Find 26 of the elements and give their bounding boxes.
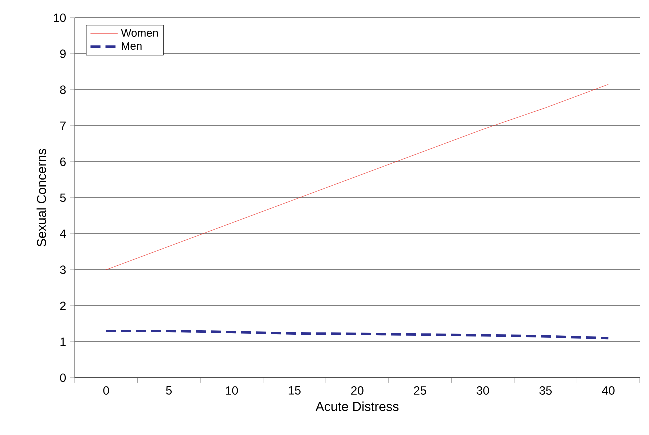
y-tick-label: 0 [60, 374, 66, 382]
x-tick-label: 5 [166, 386, 172, 395]
x-tick-label: 0 [104, 386, 110, 395]
y-tick-label: 1 [60, 338, 66, 346]
y-tick-label: 6 [60, 158, 66, 166]
y-axis-title: Sexual Concerns [36, 149, 46, 247]
y-tick-label: 8 [60, 86, 66, 94]
y-tick-label: 10 [54, 14, 66, 22]
y-tick-label: 3 [60, 266, 66, 274]
y-tick-label: 5 [60, 194, 66, 202]
x-tick-label: 25 [414, 386, 426, 395]
x-axis-title: Acute Distress [316, 402, 399, 412]
line-series [105, 330, 610, 340]
x-tick-label: 30 [476, 386, 490, 395]
legend-label: Women [121, 29, 158, 38]
y-tick-label: 7 [60, 122, 66, 130]
y-tick-label: 4 [60, 230, 66, 238]
x-tick-label: 15 [288, 386, 301, 395]
legend-label: Men [122, 42, 142, 50]
line-series [106, 84, 609, 270]
x-tick-label: 10 [226, 386, 238, 395]
x-tick-label: 40 [602, 386, 615, 395]
x-tick-label: 20 [351, 386, 364, 395]
y-tick-label: 2 [60, 302, 66, 310]
y-tick-label: 9 [60, 50, 66, 58]
x-tick-label: 35 [540, 386, 552, 395]
